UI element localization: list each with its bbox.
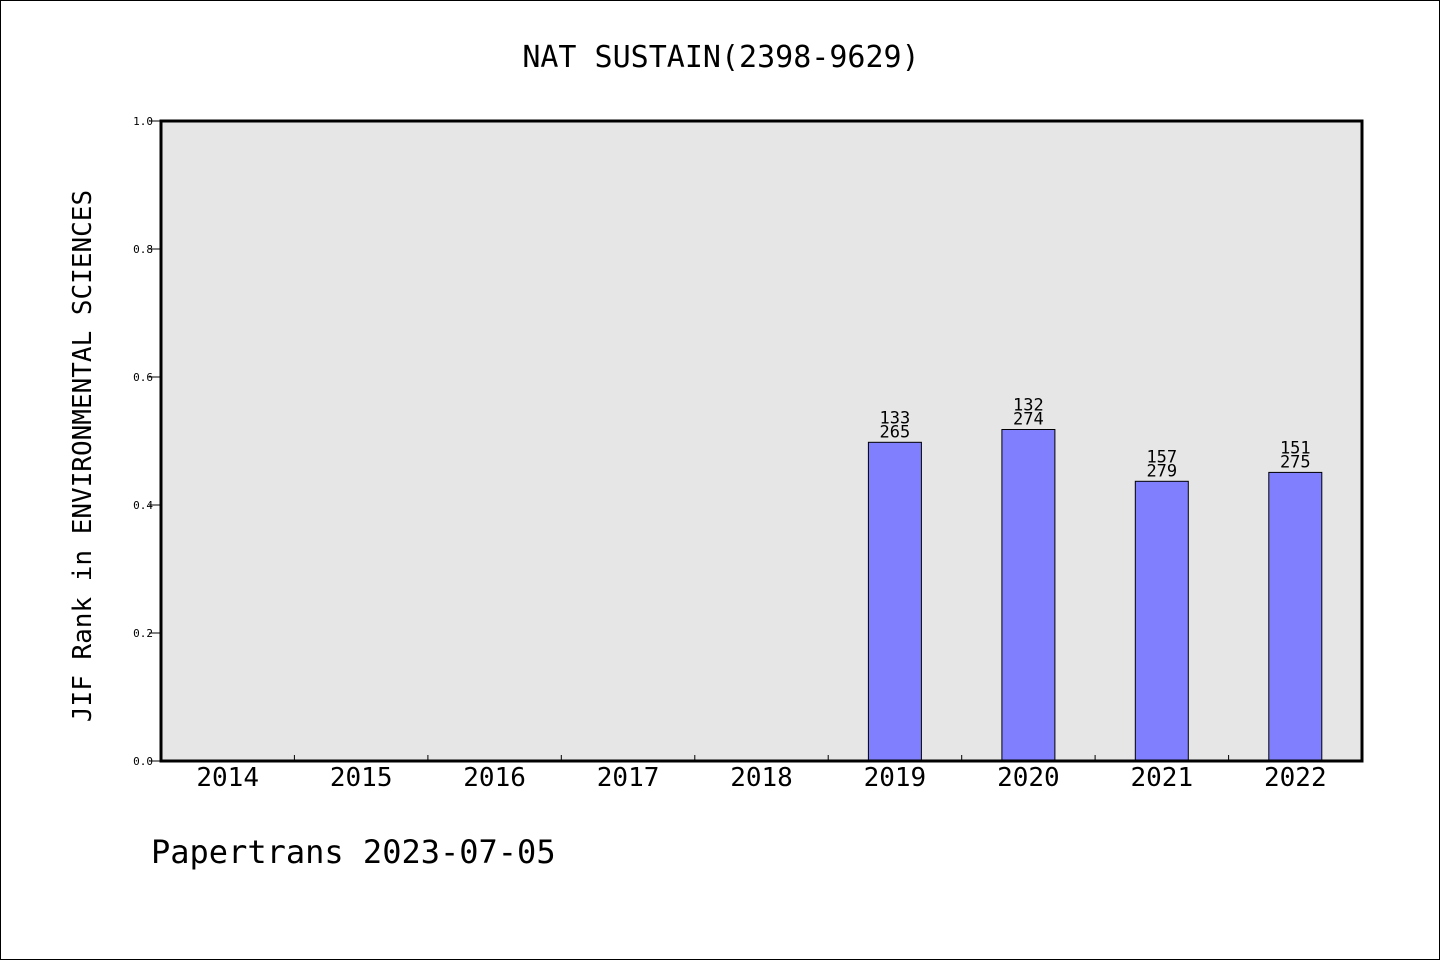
- bar-label-total-2020: 274: [1013, 410, 1044, 430]
- x-tick-label-2019: 2019: [864, 763, 927, 793]
- x-tick-label-2018: 2018: [730, 763, 793, 793]
- chart-title: NAT SUSTAIN(2398-9629): [522, 40, 919, 75]
- y-tick-label: 0.2: [133, 627, 153, 640]
- y-axis-label: JIF Rank in ENVIRONMENTAL SCIENCES: [68, 190, 98, 722]
- bar-label-total-2022: 275: [1280, 452, 1311, 472]
- bar-2020: [1001, 429, 1056, 762]
- x-tick-label-2022: 2022: [1264, 763, 1327, 793]
- bar-2022: [1268, 471, 1323, 762]
- bar-label-total-2019: 265: [880, 422, 911, 442]
- bar-label-rank-2022: 151: [1280, 438, 1311, 458]
- x-tick-label-2017: 2017: [597, 763, 660, 793]
- bar-label-total-2021: 279: [1146, 461, 1177, 481]
- bar-label-rank-2019: 133: [880, 408, 911, 428]
- y-tick-label: 0.4: [133, 499, 153, 512]
- bar-2021: [1134, 480, 1189, 762]
- x-tick-label-2021: 2021: [1130, 763, 1193, 793]
- x-tick-label-2015: 2015: [330, 763, 393, 793]
- plot-border: [159, 119, 1364, 763]
- bar-2019: [867, 441, 922, 762]
- x-tick-label-2014: 2014: [196, 763, 259, 793]
- bar-label-rank-2021: 157: [1146, 447, 1177, 467]
- y-tick-label: 0.8: [133, 243, 153, 256]
- bar-label-rank-2020: 132: [1013, 396, 1044, 416]
- x-tick-label-2016: 2016: [463, 763, 526, 793]
- y-tick-label: 0.0: [133, 755, 153, 768]
- footer-credit: Papertrans 2023-07-05: [151, 833, 556, 871]
- y-tick-label: 1.0: [133, 115, 153, 128]
- y-tick-label: 0.6: [133, 371, 153, 384]
- x-tick-label-2020: 2020: [997, 763, 1060, 793]
